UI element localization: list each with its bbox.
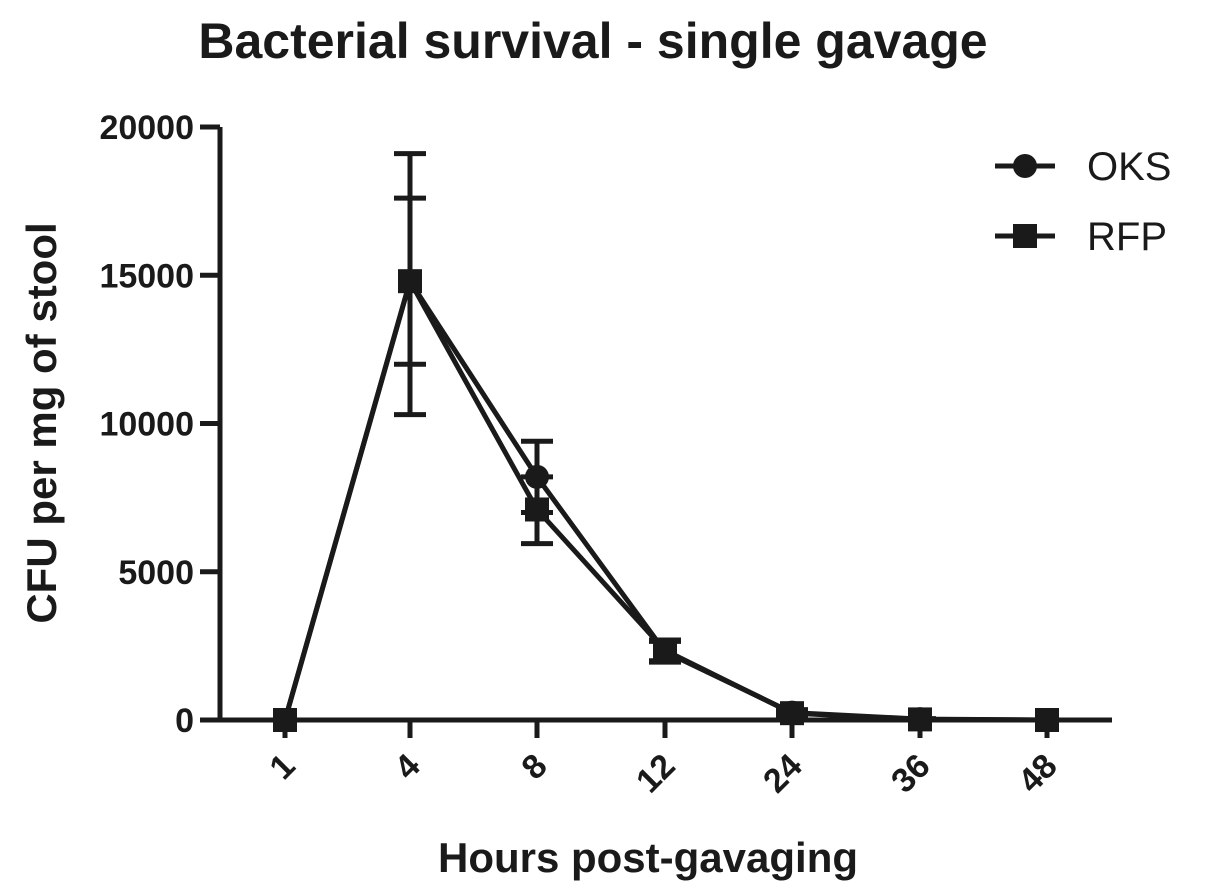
x-tick-label-4: 4 <box>387 747 427 787</box>
legend-marker-rfp <box>1013 224 1037 248</box>
data-point-rfp-36 <box>908 707 932 732</box>
data-point-rfp-12 <box>653 638 677 663</box>
legend-marker-oks <box>1013 154 1037 178</box>
data-point-rfp-1 <box>273 708 297 732</box>
legend-label-oks: OKS <box>1087 145 1171 189</box>
x-tick-label-48: 48 <box>1011 747 1065 801</box>
y-tick-label-0: 0 <box>175 702 194 740</box>
legend-label-rfp: RFP <box>1087 215 1167 259</box>
data-point-rfp-24 <box>780 701 804 726</box>
y-axis-label: CFU per mg of stool <box>18 222 65 623</box>
legend-entry-rfp: RFP <box>995 215 1167 259</box>
x-tick-label-24: 24 <box>756 747 810 801</box>
x-tick-label-8: 8 <box>514 747 554 787</box>
data-point-rfp-4 <box>398 269 422 294</box>
series-rfp <box>273 195 1059 732</box>
data-point-rfp-48 <box>1035 708 1059 732</box>
x-axis-label: Hours post-gavaging <box>438 834 858 881</box>
x-tick-label-36: 36 <box>884 747 938 801</box>
x-tick-label-12: 12 <box>629 747 683 801</box>
data-point-rfp-8 <box>525 497 549 522</box>
y-tick-label-10000: 10000 <box>99 406 194 444</box>
x-tick-label-1: 1 <box>262 747 302 787</box>
y-tick-label-20000: 20000 <box>99 109 194 147</box>
series-layer <box>273 151 1059 732</box>
chart-title: Bacterial survival - single gavage <box>198 13 987 69</box>
legend-entry-oks: OKS <box>995 145 1171 189</box>
y-tick-label-5000: 5000 <box>118 554 194 592</box>
y-tick-label-15000: 15000 <box>99 257 194 295</box>
legend: OKS RFP <box>995 145 1171 259</box>
